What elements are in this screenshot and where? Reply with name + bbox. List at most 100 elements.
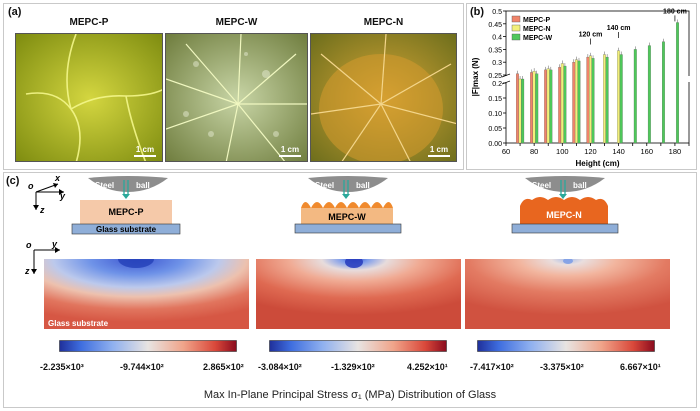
bar-mepc-p-90 bbox=[544, 69, 548, 144]
panel-a-frame bbox=[3, 3, 464, 170]
schematic-mepc-w: Steel ball MEPC-W bbox=[294, 176, 402, 234]
colorbar-3-mid: -3.375×10² bbox=[540, 362, 584, 372]
colorbar-2-min: -3.084×10² bbox=[258, 362, 302, 372]
panel-c-frame bbox=[3, 172, 697, 408]
bar-mepc-n-140 bbox=[617, 50, 621, 144]
bar-mepc-p-100 bbox=[558, 67, 562, 144]
glass-substrate-3 bbox=[511, 223, 619, 234]
colorbar-3-min: -7.417×10² bbox=[470, 362, 514, 372]
sample-label-2: MEPC-W bbox=[328, 212, 366, 222]
axis-z-label: z bbox=[39, 205, 45, 215]
photo-title-n: MEPC-N bbox=[363, 17, 404, 28]
axis-y-label: y bbox=[59, 191, 66, 201]
bar-mepc-w-110 bbox=[577, 60, 581, 144]
bar-mepc-n-100 bbox=[560, 63, 564, 144]
bar-mepc-p-120 bbox=[586, 56, 590, 144]
scale-line-p bbox=[134, 155, 156, 157]
scale-label-p: 1 cm bbox=[135, 145, 155, 154]
scale-bar-n: 1 cm bbox=[428, 145, 450, 157]
force-arrow-3 bbox=[559, 180, 567, 199]
colorbar-2 bbox=[269, 340, 447, 352]
steel-label-3: Steel bbox=[532, 181, 551, 190]
y-tick-label: 0.00 bbox=[488, 141, 502, 148]
bar-mepc-n-110 bbox=[574, 59, 578, 144]
schematic-mepc-n: Steel ball MEPC-N bbox=[511, 176, 619, 234]
panel-c-label: (c) bbox=[6, 175, 20, 187]
y-tick-label: 0.10 bbox=[488, 111, 502, 118]
colorbar-3 bbox=[477, 340, 655, 352]
colorbar-1-mid: -9.744×10² bbox=[120, 362, 164, 372]
bar-mepc-w-150 bbox=[633, 49, 637, 144]
glass-substrate-1 bbox=[71, 223, 181, 235]
y-tick-label: 0.45 bbox=[488, 22, 502, 29]
ball-label-1: ball bbox=[136, 181, 150, 190]
x-axis-label: Height (cm) bbox=[576, 159, 620, 168]
legend-label-mepc-n: MEPC-N bbox=[523, 26, 551, 33]
annotation-label: 180 cm bbox=[663, 8, 687, 15]
photo-mepc-w-image bbox=[166, 34, 307, 161]
colorbar-1-min: -2.235×10³ bbox=[40, 362, 84, 372]
y-tick-label: 0.2 bbox=[492, 81, 502, 88]
coordinate-axes-2d: o y z bbox=[24, 239, 60, 276]
figure-caption: Max In-Plane Principal Stress σ₁ (MPa) D… bbox=[203, 389, 497, 401]
legend-label-mepc-p: MEPC-P bbox=[523, 17, 551, 24]
photo-mepc-w: 1 cm bbox=[165, 33, 308, 162]
y-tick-label: 0.25 bbox=[488, 73, 502, 80]
steel-label-1: Steel bbox=[95, 181, 114, 190]
x-tick-label: 60 bbox=[502, 147, 510, 156]
bar-mepc-w-130 bbox=[605, 56, 609, 144]
photo-mepc-p: 1 cm bbox=[15, 33, 163, 162]
sample-label-1: MEPC-P bbox=[108, 207, 143, 217]
x-tick-label: 120 bbox=[584, 147, 597, 156]
substrate-label-1: Glass substrate bbox=[96, 225, 157, 234]
ball-label-3: ball bbox=[573, 181, 587, 190]
photo-mepc-n: 1 cm bbox=[310, 33, 457, 162]
y-axis-label: |F|max (N) bbox=[471, 57, 480, 96]
legend-swatch-mepc-p bbox=[511, 15, 521, 23]
stress-map-mepc-p: Glass substrate bbox=[44, 259, 249, 329]
coating-layer-3 bbox=[520, 197, 608, 224]
panel-a-label: (a) bbox=[8, 6, 22, 18]
legend-swatch-mepc-w bbox=[511, 33, 521, 41]
bar-mepc-w-100 bbox=[563, 65, 567, 144]
scale-line-w bbox=[279, 155, 301, 157]
y-tick-label: 0.4 bbox=[492, 35, 502, 42]
x-tick-label: 140 bbox=[612, 147, 625, 156]
bar-mepc-w-160 bbox=[647, 45, 651, 144]
axis-break-mark-bottom bbox=[501, 80, 511, 85]
colorbar-2-mid: -1.329×10² bbox=[331, 362, 375, 372]
bar-mepc-n-130 bbox=[603, 54, 606, 144]
annotation-label: 120 cm bbox=[579, 31, 603, 38]
coating-layer-1 bbox=[80, 200, 172, 224]
y-tick-label: 0.5 bbox=[492, 9, 502, 16]
scale-bar-w: 1 cm bbox=[279, 145, 301, 157]
colorbar-3-max: 6.667×10¹ bbox=[620, 362, 661, 372]
panel-b-frame bbox=[466, 3, 697, 170]
bar-mepc-w-170 bbox=[662, 41, 665, 144]
bar-mepc-w-80 bbox=[535, 73, 539, 144]
coating-inner-2 bbox=[301, 208, 393, 224]
photo-mepc-n-image bbox=[311, 34, 456, 161]
axis-x-label: x bbox=[54, 173, 61, 183]
bar-mepc-w-70 bbox=[521, 78, 525, 144]
bar-mepc-n-80 bbox=[532, 71, 536, 144]
scale-bar-p: 1 cm bbox=[134, 145, 156, 157]
sample-label-3: MEPC-N bbox=[546, 210, 582, 220]
force-arrow-1 bbox=[122, 180, 130, 199]
x-tick-label: 100 bbox=[556, 147, 569, 156]
annotation-label: 140 cm bbox=[607, 25, 631, 32]
axis-break-mark-top bbox=[501, 73, 511, 78]
colorbar-1 bbox=[59, 340, 237, 352]
colorbar-1-max: 2.865×10² bbox=[203, 362, 244, 372]
steel-label-2: Steel bbox=[315, 181, 334, 190]
panel-b-label: (b) bbox=[470, 6, 485, 18]
bar-mepc-w-90 bbox=[549, 69, 553, 144]
glass-substrate-2 bbox=[294, 223, 402, 234]
bar-mepc-n-70 bbox=[518, 78, 522, 144]
ball-label-2: ball bbox=[356, 181, 370, 190]
scale-line-n bbox=[428, 155, 450, 157]
stress-map-mepc-n bbox=[465, 259, 670, 329]
x-tick-label: 80 bbox=[530, 147, 538, 156]
y-tick-label: 0.15 bbox=[488, 96, 502, 103]
map-axis-z: z bbox=[24, 266, 30, 276]
